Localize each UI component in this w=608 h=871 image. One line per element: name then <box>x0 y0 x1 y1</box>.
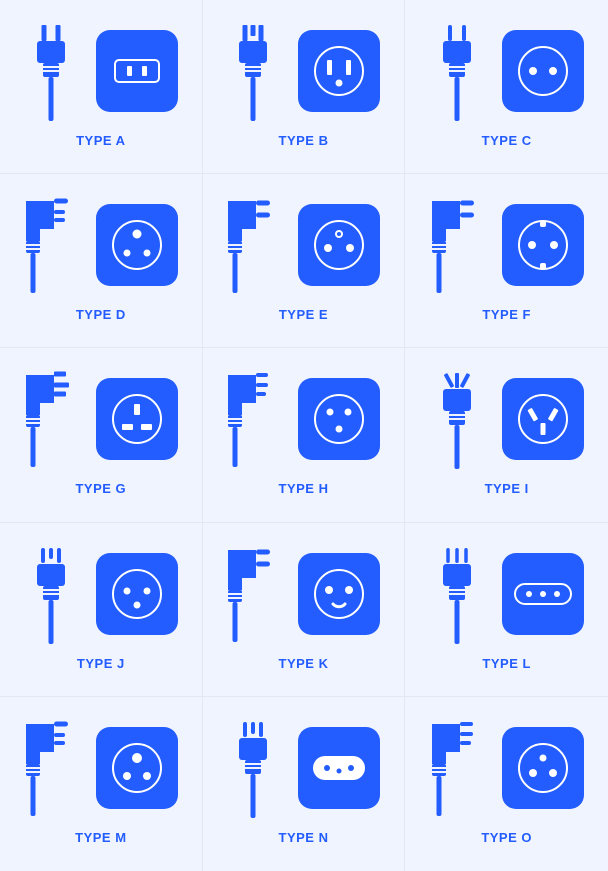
plug-socket-pair <box>20 21 182 121</box>
plug-type-label: TYPE E <box>279 307 328 322</box>
socket-icon-l <box>498 553 588 635</box>
plug-type-cell-o: TYPE O <box>405 697 608 871</box>
plug-type-label: TYPE G <box>75 481 126 496</box>
plug-type-label: TYPE J <box>77 656 125 671</box>
plug-socket-pair <box>222 21 384 121</box>
plug-type-cell-g: TYPE G <box>0 348 203 522</box>
plug-type-label: TYPE O <box>481 830 532 845</box>
plug-type-cell-a: TYPE A <box>0 0 203 174</box>
plug-type-cell-l: TYPE L <box>405 523 608 697</box>
plug-socket-pair <box>222 718 384 818</box>
plug-socket-pair <box>20 369 182 469</box>
plug-icon-f <box>426 195 488 295</box>
socket-icon-f <box>498 204 588 286</box>
plug-type-label: TYPE F <box>482 307 531 322</box>
plug-type-label: TYPE N <box>279 830 329 845</box>
plug-type-cell-e: TYPE E <box>203 174 406 348</box>
plug-type-label: TYPE D <box>76 307 126 322</box>
plug-type-label: TYPE K <box>279 656 329 671</box>
socket-icon-e <box>294 204 384 286</box>
plug-icon-m <box>20 718 82 818</box>
plug-type-label: TYPE M <box>75 830 126 845</box>
plug-type-label: TYPE C <box>482 133 532 148</box>
socket-icon-b <box>294 30 384 112</box>
plug-socket-pair <box>426 21 588 121</box>
plug-socket-pair <box>222 195 384 295</box>
plug-type-cell-n: TYPE N <box>203 697 406 871</box>
plug-type-label: TYPE L <box>482 656 531 671</box>
plug-type-label: TYPE A <box>76 133 125 148</box>
plug-icon-h <box>222 369 284 469</box>
plug-type-cell-k: TYPE K <box>203 523 406 697</box>
plug-socket-pair <box>222 544 384 644</box>
plug-type-label: TYPE H <box>279 481 329 496</box>
plug-type-cell-b: TYPE B <box>203 0 406 174</box>
plug-icon-e <box>222 195 284 295</box>
socket-icon-m <box>92 727 182 809</box>
plug-type-cell-m: TYPE M <box>0 697 203 871</box>
plug-socket-pair <box>426 195 588 295</box>
plug-socket-pair <box>426 369 588 469</box>
plug-type-cell-c: TYPE C <box>405 0 608 174</box>
plug-type-label: TYPE I <box>485 481 529 496</box>
socket-icon-n <box>294 727 384 809</box>
plug-socket-pair <box>426 718 588 818</box>
plug-type-cell-h: TYPE H <box>203 348 406 522</box>
plug-icon-d <box>20 195 82 295</box>
plug-icon-n <box>222 718 284 818</box>
plug-socket-pair <box>20 544 182 644</box>
socket-icon-h <box>294 378 384 460</box>
plug-icon-c <box>426 21 488 121</box>
plug-socket-pair <box>426 544 588 644</box>
socket-icon-a <box>92 30 182 112</box>
socket-icon-o <box>498 727 588 809</box>
socket-icon-i <box>498 378 588 460</box>
plug-socket-pair <box>222 369 384 469</box>
plug-icon-l <box>426 544 488 644</box>
socket-icon-j <box>92 553 182 635</box>
plug-types-grid: TYPE A TYPE B TYPE C <box>0 0 608 871</box>
plug-icon-i <box>426 369 488 469</box>
plug-type-cell-f: TYPE F <box>405 174 608 348</box>
socket-icon-k <box>294 553 384 635</box>
plug-socket-pair <box>20 195 182 295</box>
plug-icon-j <box>20 544 82 644</box>
plug-icon-o <box>426 718 488 818</box>
plug-icon-k <box>222 544 284 644</box>
socket-icon-c <box>498 30 588 112</box>
plug-type-cell-j: TYPE J <box>0 523 203 697</box>
plug-icon-g <box>20 369 82 469</box>
plug-socket-pair <box>20 718 182 818</box>
plug-type-cell-i: TYPE I <box>405 348 608 522</box>
plug-type-cell-d: TYPE D <box>0 174 203 348</box>
plug-type-label: TYPE B <box>279 133 329 148</box>
plug-icon-b <box>222 21 284 121</box>
plug-icon-a <box>20 21 82 121</box>
socket-icon-g <box>92 378 182 460</box>
socket-icon-d <box>92 204 182 286</box>
